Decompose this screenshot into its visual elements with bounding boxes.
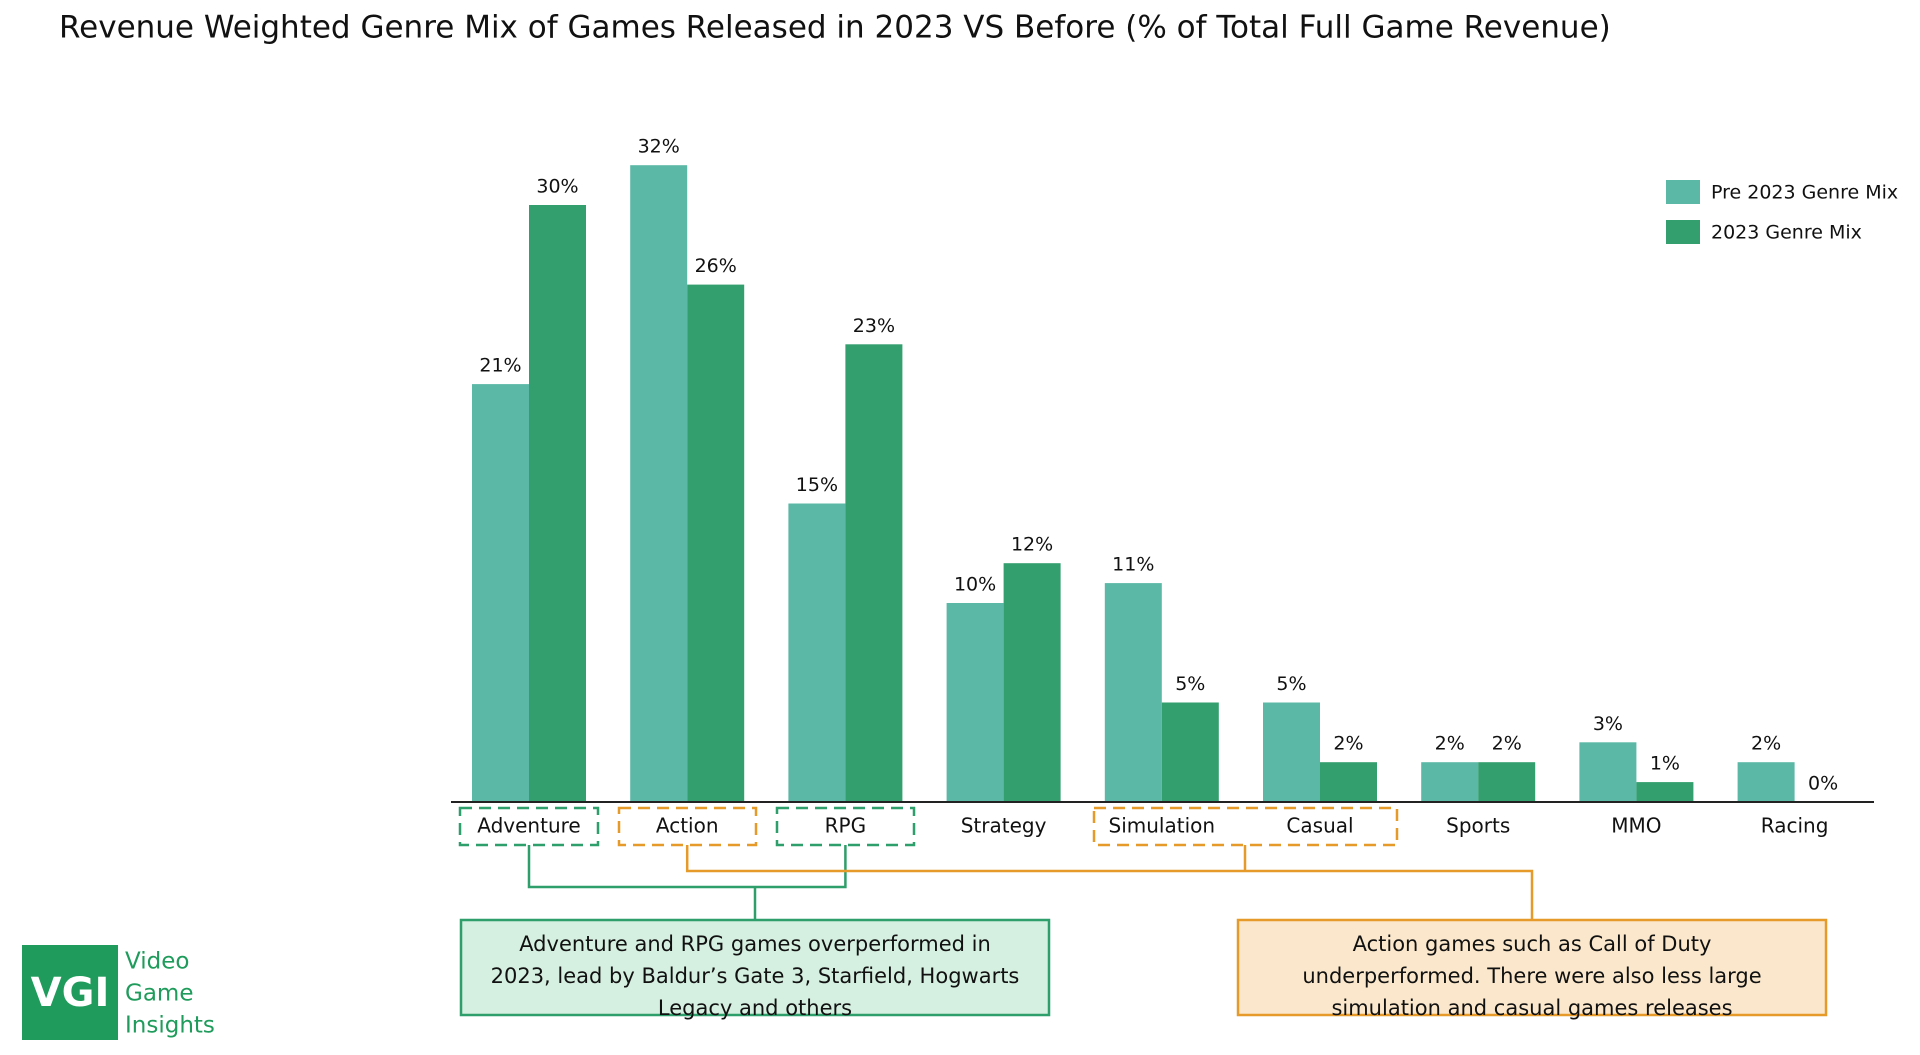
data-label: 23% — [853, 315, 895, 337]
data-label: 2% — [1333, 733, 1363, 755]
group-box — [458, 806, 600, 847]
annotation-text: Action games such as Call of Duty — [1353, 932, 1712, 956]
x-tick-label: Action — [656, 814, 719, 838]
data-label: 15% — [796, 474, 838, 496]
x-tick-label: Sports — [1446, 814, 1510, 838]
data-label: 5% — [1276, 673, 1306, 695]
x-tick-label: Strategy — [961, 814, 1047, 838]
data-label: 21% — [479, 355, 521, 377]
bar — [1003, 563, 1061, 802]
bar — [1737, 762, 1795, 802]
bar — [788, 503, 846, 802]
connector — [527, 845, 847, 889]
bar — [1636, 782, 1694, 802]
logo-box — [22, 945, 118, 1040]
bar — [687, 284, 745, 803]
data-label: 2% — [1751, 733, 1781, 755]
group-box — [775, 806, 916, 847]
data-label: 30% — [536, 176, 578, 198]
data-label: 2% — [1492, 733, 1522, 755]
legend-swatch — [1666, 180, 1700, 204]
bar — [630, 165, 688, 802]
x-tick-label: Simulation — [1109, 814, 1216, 838]
logo-text: Game — [125, 981, 193, 1007]
x-tick-label: Casual — [1286, 814, 1353, 838]
data-label: 5% — [1175, 673, 1205, 695]
legend-label: Pre 2023 Genre Mix — [1711, 182, 1898, 204]
data-label: 11% — [1112, 554, 1154, 576]
annotation-text: 2023, lead by Baldur’s Gate 3, Starfield… — [491, 964, 1020, 988]
annotation-box — [459, 918, 1051, 1017]
bar — [1421, 762, 1479, 802]
x-tick-label: MMO — [1611, 814, 1661, 838]
data-label: 26% — [695, 255, 737, 277]
annotation-text: underperformed. There were also less lar… — [1302, 964, 1761, 988]
annotation-text: Adventure and RPG games overperformed in — [519, 932, 991, 956]
bar — [1263, 702, 1320, 802]
x-tick-label: Racing — [1761, 814, 1829, 838]
bar — [946, 603, 1004, 802]
bar — [529, 205, 586, 802]
data-label: 12% — [1011, 534, 1053, 556]
data-label: 0% — [1808, 773, 1838, 795]
group-box — [617, 806, 758, 847]
logo-text: Video — [125, 949, 189, 975]
annotation-text: Legacy and others — [658, 996, 852, 1020]
logo-text: Insights — [125, 1013, 215, 1039]
bar — [845, 344, 903, 802]
data-label: 3% — [1593, 713, 1623, 735]
legend-label: 2023 Genre Mix — [1711, 222, 1862, 244]
x-tick-label: Adventure — [477, 814, 580, 838]
bar — [1478, 762, 1536, 802]
data-label: 32% — [638, 136, 680, 158]
logo-mark: VGI — [31, 970, 110, 1016]
bar — [1579, 742, 1637, 802]
chart-title: Revenue Weighted Genre Mix of Games Rele… — [59, 10, 1611, 46]
group-box — [1092, 806, 1399, 847]
bar — [1104, 583, 1162, 802]
connector — [685, 845, 1534, 920]
annotation-box — [1236, 918, 1828, 1017]
annotation-text: simulation and casual games releases — [1331, 996, 1732, 1020]
data-label: 2% — [1435, 733, 1465, 755]
data-label: 10% — [954, 574, 996, 596]
bar — [472, 384, 529, 802]
bar — [1161, 702, 1219, 802]
x-tick-label: RPG — [825, 814, 866, 838]
legend-swatch — [1666, 220, 1700, 244]
data-label: 1% — [1650, 753, 1680, 775]
bar — [1320, 762, 1377, 802]
